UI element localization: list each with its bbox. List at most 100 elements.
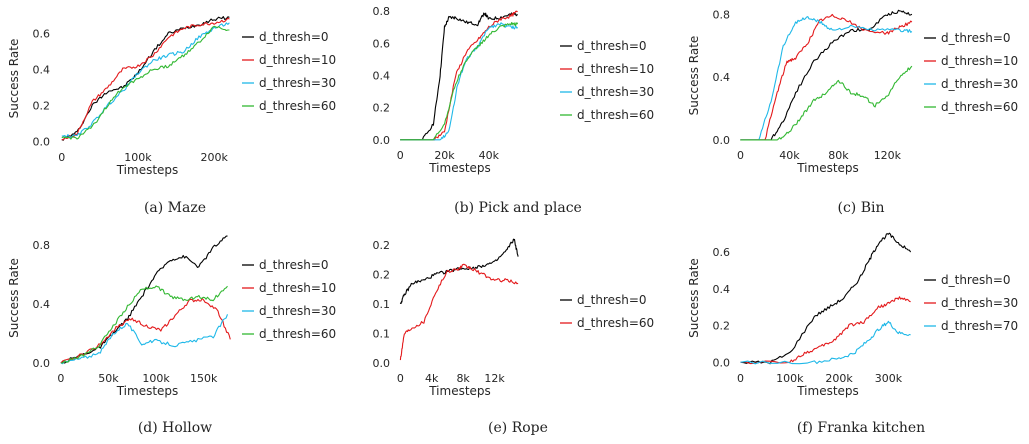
chart-caption: (b) Pick and place — [454, 200, 582, 216]
legend-label: d_thresh=10 — [259, 281, 336, 295]
series-line — [400, 22, 519, 141]
x-axis-label: Timesteps — [796, 161, 859, 175]
legend-label: d_thresh=70 — [941, 319, 1018, 333]
series-line — [61, 17, 230, 141]
y-tick-label: 0.4 — [373, 70, 391, 83]
x-tick-label: 12k — [484, 372, 505, 385]
x-tick-label: 200k — [825, 372, 853, 385]
x-tick-label: 0 — [397, 372, 404, 385]
y-tick-label: 0.2 — [373, 239, 391, 252]
x-axis-label: Timesteps — [428, 161, 491, 175]
chart-caption: (f) Franka kitchen — [797, 420, 925, 436]
series-line — [399, 263, 519, 361]
series-line — [61, 22, 230, 139]
series-line — [400, 12, 518, 141]
legend-label: d_thresh=30 — [941, 77, 1018, 91]
y-tick-label: 0.0 — [373, 357, 391, 370]
x-tick-label: 40k — [779, 149, 800, 162]
series-line — [60, 314, 229, 365]
y-axis-label: Success Rate — [7, 39, 21, 119]
y-tick-label: 0.0 — [713, 356, 731, 369]
x-tick-label: 120k — [874, 149, 902, 162]
x-tick-label: 20k — [434, 149, 455, 162]
legend-label: d_thresh=30 — [941, 296, 1018, 310]
x-tick-label: 150k — [190, 372, 218, 385]
chart-panel: 0.0 0.2 0.4 0.6 0 100k 200k 300k Timesteps Succes… — [687, 232, 1018, 436]
y-tick-label: 0.4 — [713, 283, 731, 296]
legend-label: d_thresh=10 — [577, 62, 654, 76]
legend-label: d_thresh=30 — [259, 304, 336, 318]
series-line — [740, 16, 913, 141]
y-tick-label: 0.8 — [373, 5, 391, 18]
x-tick-label: 0 — [397, 149, 404, 162]
chart-caption: (a) Maze — [144, 200, 206, 216]
x-axis-label: Timesteps — [428, 384, 491, 398]
y-tick-label: 0.1 — [373, 298, 391, 311]
legend-label: d_thresh=60 — [577, 316, 654, 330]
x-tick-label: 0 — [58, 151, 65, 164]
legend-label: d_thresh=0 — [941, 273, 1011, 287]
x-tick-label: 0 — [737, 149, 744, 162]
legend-label: d_thresh=60 — [259, 99, 336, 113]
series-line — [400, 10, 518, 141]
x-axis-label: Timesteps — [116, 163, 179, 177]
series-line — [60, 285, 228, 364]
y-tick-label: 0.0 — [713, 134, 731, 147]
x-tick-label: 100k — [142, 372, 170, 385]
series-line — [399, 238, 519, 305]
x-tick-label: 100k — [124, 151, 152, 164]
y-tick-label: 0.6 — [373, 37, 391, 50]
x-tick-label: 300k — [875, 372, 903, 385]
legend-label: d_thresh=0 — [941, 31, 1011, 45]
x-tick-label: 4k — [425, 372, 439, 385]
y-tick-label: 0.2 — [373, 268, 391, 281]
x-axis-label: Timesteps — [116, 384, 179, 398]
y-tick-label: 0.2 — [713, 320, 731, 333]
legend-label: d_thresh=60 — [941, 100, 1018, 114]
series-line — [740, 320, 911, 365]
x-tick-label: 0 — [57, 372, 64, 385]
y-axis-label: Success Rate — [687, 258, 701, 338]
series-line — [61, 16, 230, 141]
y-tick-label: 0.2 — [373, 102, 391, 115]
legend-label: d_thresh=10 — [259, 53, 336, 67]
y-tick-label: 0.0 — [373, 134, 391, 147]
legend-label: d_thresh=30 — [259, 76, 336, 90]
chart-panel: 0.0 0.4 0.8 0 40k 80k 120k Timesteps Success Rat… — [687, 8, 1018, 216]
y-axis-label: Success Rate — [7, 258, 21, 338]
y-tick-label: 0.8 — [33, 239, 51, 252]
chart-caption: (c) Bin — [838, 200, 885, 216]
legend-label: d_thresh=60 — [259, 327, 336, 341]
series-line — [61, 25, 230, 140]
y-tick-label: 0.6 — [33, 28, 51, 41]
y-tick-label: 0.2 — [33, 99, 51, 112]
x-tick-label: 8k — [456, 372, 470, 385]
legend-label: d_thresh=60 — [577, 108, 654, 122]
legend-label: d_thresh=0 — [577, 39, 647, 53]
y-tick-label: 0.6 — [713, 246, 731, 259]
y-tick-label: 0.4 — [33, 298, 51, 311]
y-tick-label: 0.0 — [33, 357, 51, 370]
legend-label: d_thresh=0 — [259, 258, 329, 272]
x-tick-label: 50k — [98, 372, 119, 385]
y-axis-label: Success Rate — [687, 36, 701, 116]
chart-panel: 0.0 0.4 0.8 0 50k 100k 150k Timesteps Success Ra… — [7, 235, 336, 436]
series-line — [740, 13, 913, 141]
legend-label: d_thresh=30 — [577, 85, 654, 99]
series-line — [740, 9, 913, 141]
legend-label: d_thresh=0 — [577, 293, 647, 307]
legend-label: d_thresh=0 — [259, 30, 329, 44]
x-tick-label: 40k — [479, 149, 500, 162]
series-line — [740, 296, 911, 365]
x-tick-label: 100k — [776, 372, 804, 385]
series-line — [400, 22, 519, 141]
x-tick-label: 200k — [200, 151, 228, 164]
chart-panel: 0.0 0.2 0.4 0.6 0 100k 200k Timesteps Success Ra… — [7, 16, 336, 216]
y-tick-label: 0.0 — [33, 135, 51, 148]
x-tick-label: 0 — [737, 372, 744, 385]
x-tick-label: 80k — [828, 149, 849, 162]
y-tick-label: 0.1 — [373, 327, 391, 340]
y-tick-label: 0.4 — [713, 71, 731, 84]
